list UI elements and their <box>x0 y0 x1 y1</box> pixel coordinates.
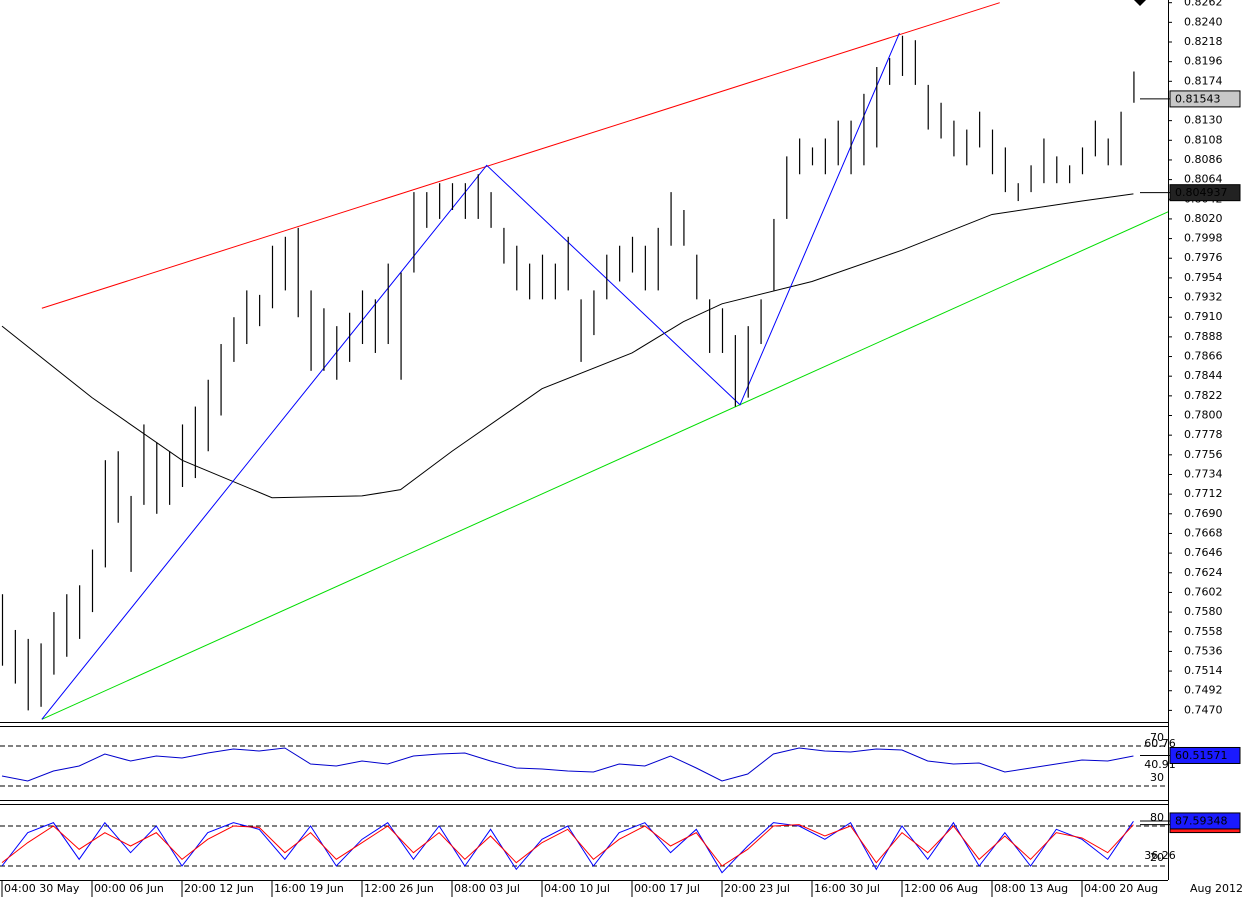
y-tick-label: 0.8130 <box>1184 114 1223 127</box>
overlay-line <box>41 211 1168 720</box>
overlay-line <box>41 2 1000 309</box>
y-tick-label: 0.7646 <box>1184 546 1223 559</box>
y-tick-label: 0.7844 <box>1184 369 1223 382</box>
y-tick-label: 0.7866 <box>1184 350 1223 363</box>
y-tick-label: 0.7492 <box>1184 684 1223 697</box>
indicator-line <box>1 824 1134 867</box>
panel-frames <box>0 0 1169 881</box>
y-tick-label: 0.7756 <box>1184 448 1223 461</box>
value-box-label: 0.81543 <box>1175 92 1221 105</box>
y-tick-label: 0.8108 <box>1184 133 1223 146</box>
y-tick-label: 0.8196 <box>1184 55 1223 68</box>
y-tick-label: 0.7976 <box>1184 251 1223 264</box>
y-tick-label: 0.7910 <box>1184 310 1223 323</box>
x-tick-label: 08:00 03 Jul <box>454 882 520 895</box>
y-tick-label: 0.7624 <box>1184 566 1223 579</box>
value-box <box>1169 184 1241 202</box>
x-tick-label: 00:00 17 Jul <box>634 882 700 895</box>
x-tick-label: 04:00 20 Aug <box>1084 882 1158 895</box>
x-tick-label: 12:00 26 Jun <box>364 882 434 895</box>
y-tick-label: 0.7734 <box>1184 467 1223 480</box>
y-tick-label: 0.8218 <box>1184 35 1223 48</box>
y-tick-label: 0.7712 <box>1184 487 1223 500</box>
indicator-annotation: 36.26 <box>1144 849 1176 862</box>
x-tick-label: 04:00 30 May <box>4 882 80 895</box>
y-tick-label: 0.7932 <box>1184 291 1223 304</box>
x-tick-label: 04:00 10 Jul <box>544 882 610 895</box>
y-tick-label: 0.7690 <box>1184 507 1223 520</box>
x-tick-label: 20:00 12 Jun <box>184 882 254 895</box>
y-tick-label: 0.7822 <box>1184 389 1223 402</box>
y-tick-label: 0.7668 <box>1184 526 1223 539</box>
x-tick-label: 12:00 06 Aug <box>904 882 978 895</box>
x-tick-label: 20:00 23 Jul <box>724 882 790 895</box>
value-box <box>1169 812 1241 830</box>
y-tick-label: 0.8174 <box>1184 74 1223 87</box>
level-label: 70 <box>1150 731 1164 744</box>
y-tick-label: 0.7602 <box>1184 585 1223 598</box>
value-box-label: 87.59348 <box>1175 814 1228 827</box>
x-tick-label: 00:00 06 Jun <box>94 882 164 895</box>
y-tick-label: 0.7580 <box>1184 605 1223 618</box>
y-tick-label: 0.7800 <box>1184 409 1223 422</box>
indicator-annotation: 40.91 <box>1144 758 1176 771</box>
y-tick-label: 0.7558 <box>1184 625 1223 638</box>
y-tick-label: 0.7998 <box>1184 232 1223 245</box>
y-tick-label: 0.7470 <box>1184 703 1223 716</box>
overlay-line <box>1 193 1134 499</box>
y-tick-label: 0.7536 <box>1184 644 1223 657</box>
x-tick-label: 16:00 30 Jul <box>814 882 880 895</box>
x-tick-label: 08:00 13 Aug <box>994 882 1068 895</box>
level-label: 30 <box>1150 771 1164 784</box>
marker-diamond <box>1134 0 1146 6</box>
value-box <box>1169 90 1241 108</box>
y-tick-label: 0.8240 <box>1184 15 1223 28</box>
value-box-label: 60.51571 <box>1175 749 1228 762</box>
period-label: Aug 2012 <box>1190 882 1242 895</box>
y-tick-label: 0.8064 <box>1184 173 1223 186</box>
y-tick-label: 0.7954 <box>1184 271 1223 284</box>
y-tick-label: 0.8086 <box>1184 153 1223 166</box>
level-label: 80 <box>1150 811 1164 824</box>
y-tick-label: 0.8262 <box>1184 0 1223 9</box>
y-tick-label: 0.7888 <box>1184 330 1223 343</box>
level-label: 20 <box>1150 851 1164 864</box>
indicator-line <box>1 747 1134 782</box>
indicator-annotation: 60.76 <box>1144 737 1176 750</box>
x-tick-label: 16:00 19 Jun <box>274 882 344 895</box>
overlay-line <box>41 32 900 720</box>
y-tick-label: 0.7514 <box>1184 664 1223 677</box>
y-tick-label: 0.7778 <box>1184 428 1223 441</box>
y-tick-label: 0.8020 <box>1184 212 1223 225</box>
value-box <box>1169 746 1241 764</box>
value-box-label: 0.804937 <box>1175 186 1228 199</box>
